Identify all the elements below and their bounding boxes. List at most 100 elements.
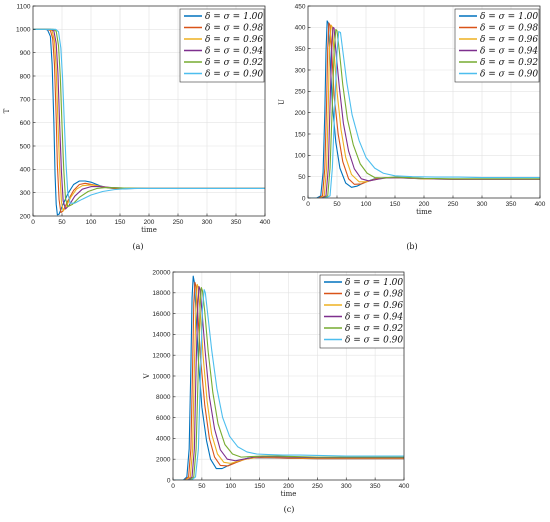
panel-caption: (b): [406, 242, 417, 251]
y-tick-label: 150: [295, 131, 306, 138]
panel-caption: (a): [132, 242, 143, 251]
chart-panel-0: 0 50 100 150 200 250 300 350 400 200 300 400 500 600 7…: [3, 3, 271, 251]
legend: δ = σ = 1.00 δ = σ = 0.98δ = σ = 0.96 δ = …: [319, 274, 405, 349]
x-tick-label: 250: [173, 219, 184, 226]
y-tick-label: 1000: [16, 27, 31, 34]
legend-label-4: δ = σ = 0.92: [205, 58, 263, 68]
y-axis-label: V: [143, 373, 151, 380]
y-tick-label: 600: [20, 120, 31, 127]
panel-caption: (c): [284, 505, 295, 514]
x-tick-label: 200: [144, 219, 155, 226]
x-tick-label: 200: [419, 201, 430, 208]
x-axis-label: time: [281, 490, 297, 498]
y-tick-label: 6000: [156, 415, 171, 422]
series-line-3: [173, 286, 404, 480]
y-tick-label: 14000: [152, 332, 170, 339]
x-tick-label: 50: [58, 219, 66, 226]
series-line-4: [173, 287, 404, 480]
y-tick-label: 500: [20, 143, 31, 150]
x-axis-label: time: [141, 226, 157, 234]
series-line-5: [173, 289, 404, 480]
x-tick-label: 0: [31, 219, 35, 226]
y-axis-label: T: [3, 108, 11, 113]
legend-label-2: δ = σ = 0.96: [345, 301, 403, 311]
legend-label-2: δ = σ = 0.96: [480, 35, 538, 45]
y-tick-label: 250: [295, 89, 306, 96]
y-tick-label: 400: [20, 167, 31, 174]
legend-box: [319, 274, 405, 349]
legend-label-4: δ = σ = 0.92: [345, 324, 403, 334]
legend-label-1: δ = σ = 0.98: [205, 24, 263, 34]
legend-label-1: δ = σ = 0.98: [480, 24, 538, 34]
legend: δ = σ = 1.00 δ = σ = 0.98δ = σ = 0.96 δ = …: [179, 8, 265, 83]
x-tick-label: 350: [506, 201, 517, 208]
legend-label-5: δ = σ = 0.90: [205, 70, 263, 80]
y-tick-label: 12000: [152, 353, 170, 360]
legend-box: [454, 8, 540, 83]
series-line-1: [173, 281, 404, 480]
x-tick-label: 300: [477, 201, 488, 208]
x-tick-label: 200: [283, 483, 294, 490]
series-line-4: [308, 28, 540, 198]
y-tick-label: 0: [302, 195, 306, 202]
y-tick-label: 10000: [152, 373, 170, 380]
x-tick-label: 100: [86, 219, 97, 226]
y-tick-label: 8000: [156, 394, 171, 401]
y-tick-label: 350: [295, 46, 306, 53]
x-tick-label: 0: [306, 201, 310, 208]
x-tick-label: 300: [202, 219, 213, 226]
x-tick-label: 150: [254, 483, 265, 490]
y-tick-label: 900: [20, 50, 31, 57]
y-tick-label: 200: [295, 110, 306, 117]
x-tick-label: 250: [312, 483, 323, 490]
y-tick-label: 18000: [152, 290, 170, 297]
legend-label-3: δ = σ = 0.94: [480, 47, 538, 57]
x-tick-label: 400: [399, 483, 410, 490]
legend-label-0: δ = σ = 1.00: [345, 278, 403, 288]
y-tick-label: 300: [295, 67, 306, 74]
y-tick-label: 100: [295, 153, 306, 160]
y-tick-label: 0: [167, 477, 171, 484]
legend-label-3: δ = σ = 0.94: [345, 313, 403, 323]
series-line-5: [33, 28, 265, 204]
x-tick-label: 0: [171, 483, 175, 490]
x-tick-label: 150: [115, 219, 126, 226]
legend-label-5: δ = σ = 0.90: [480, 70, 538, 80]
x-tick-label: 150: [390, 201, 401, 208]
x-tick-label: 250: [448, 201, 459, 208]
legend-label-4: δ = σ = 0.92: [480, 58, 538, 68]
legend: δ = σ = 1.00 δ = σ = 0.98δ = σ = 0.96 δ = …: [454, 8, 540, 83]
series-line-5: [308, 31, 540, 198]
y-tick-label: 50: [298, 174, 306, 181]
legend-label-0: δ = σ = 1.00: [205, 12, 263, 22]
x-tick-label: 350: [370, 483, 381, 490]
x-tick-label: 400: [260, 219, 271, 226]
chart-panel-2: 0 50 100 150 200 250 300 350 4000200040006000800…: [143, 269, 410, 514]
y-tick-label: 700: [20, 97, 31, 104]
y-axis-label: U: [278, 99, 286, 105]
legend-label-1: δ = σ = 0.98: [345, 290, 403, 300]
legend-label-5: δ = σ = 0.90: [345, 336, 403, 346]
y-tick-label: 800: [20, 73, 31, 80]
y-tick-label: 200: [20, 213, 31, 220]
x-tick-label: 100: [225, 483, 236, 490]
x-tick-label: 50: [333, 201, 341, 208]
x-tick-label: 300: [341, 483, 352, 490]
y-tick-label: 1100: [17, 3, 31, 10]
y-tick-label: 4000: [156, 436, 171, 443]
y-tick-label: 450: [295, 3, 306, 10]
x-tick-label: 50: [198, 483, 206, 490]
y-tick-label: 2000: [156, 457, 171, 464]
y-tick-label: 16000: [152, 311, 170, 318]
chart-panel-1: 0 50 100 150 200 250 300 350 400 0 50 100 150 200 250 3…: [278, 3, 546, 251]
legend-label-0: δ = σ = 1.00: [480, 12, 538, 22]
y-tick-label: 300: [20, 190, 31, 197]
x-tick-label: 100: [361, 201, 372, 208]
y-tick-label: 20000: [152, 269, 170, 276]
x-axis-label: time: [416, 208, 432, 216]
legend-box: [179, 8, 265, 83]
x-tick-label: 400: [535, 201, 546, 208]
legend-label-2: δ = σ = 0.96: [205, 35, 263, 45]
